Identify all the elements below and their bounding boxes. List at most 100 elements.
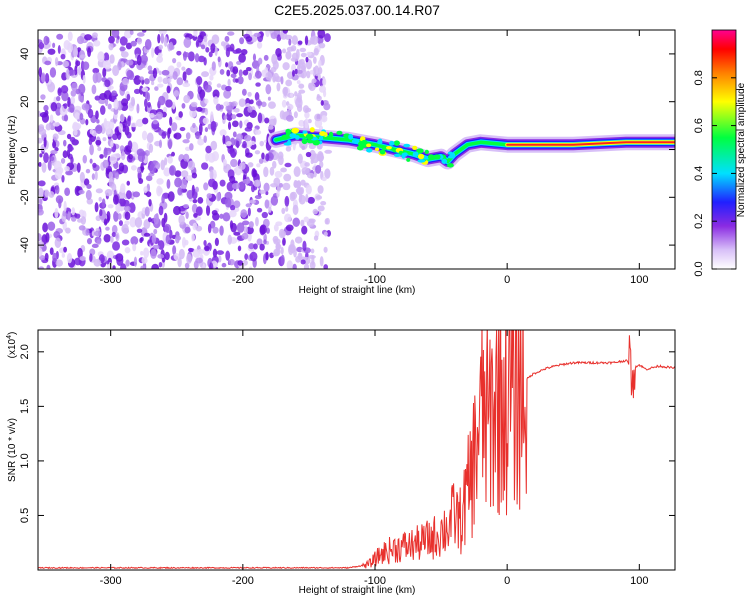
noise-speck [267, 96, 271, 101]
noise-speck [169, 166, 175, 176]
noise-speck [115, 253, 124, 262]
ridge-blob [305, 133, 314, 140]
noise-speck [141, 30, 147, 33]
noise-speck [52, 252, 58, 263]
noise-speck [312, 56, 317, 64]
noise-speck [119, 46, 126, 52]
noise-speck [211, 61, 216, 71]
noise-speck [107, 103, 112, 110]
noise-speck [163, 106, 168, 114]
noise-speck [77, 247, 83, 259]
ridge-blob [326, 135, 333, 140]
noise-speck [78, 83, 86, 95]
noise-speck [157, 253, 165, 259]
noise-speck [128, 202, 136, 214]
noise-speck [269, 166, 275, 176]
noise-speck [225, 62, 229, 68]
noise-speck [166, 179, 171, 189]
noise-speck [256, 207, 263, 213]
noise-speck [290, 45, 297, 52]
noise-speck [141, 87, 149, 92]
noise-speck [49, 247, 54, 256]
noise-speck [153, 213, 160, 225]
noise-speck [290, 92, 294, 98]
noise-speck [185, 132, 191, 140]
noise-speck [195, 186, 199, 193]
noise-speck [238, 53, 246, 63]
noise-speck [110, 140, 114, 148]
noise-speck [161, 131, 167, 139]
noise-speck [172, 71, 178, 80]
noise-speck [38, 162, 42, 167]
noise-speck [272, 160, 277, 169]
noise-speck [318, 125, 323, 131]
noise-speck [265, 227, 270, 234]
noise-speck [228, 258, 235, 266]
noise-speck [259, 243, 265, 251]
noise-speck [247, 207, 251, 217]
noise-speck [307, 196, 315, 204]
noise-speck [207, 81, 212, 86]
noise-speck [305, 193, 309, 203]
ridge-blob [301, 138, 308, 145]
noise-speck [232, 120, 239, 128]
noise-speck [207, 152, 216, 163]
noise-speck [179, 126, 186, 132]
noise-speck [86, 237, 93, 245]
noise-speck [118, 123, 124, 133]
noise-speck [318, 42, 326, 49]
noise-speck [57, 45, 61, 54]
noise-speck [82, 154, 88, 164]
noise-speck [200, 91, 204, 102]
noise-speck [52, 122, 60, 127]
noise-speck [192, 248, 201, 258]
noise-speck [306, 51, 312, 56]
noise-speck [293, 166, 301, 178]
noise-speck [65, 170, 73, 176]
noise-speck [38, 66, 43, 78]
noise-speck [123, 205, 131, 212]
noise-speck [282, 237, 286, 246]
noise-speck [225, 85, 232, 92]
noise-speck [85, 228, 90, 236]
noise-speck [282, 62, 290, 71]
noise-speck [139, 76, 144, 81]
noise-speck [144, 90, 149, 100]
noise-speck [93, 39, 101, 47]
noise-speck [158, 95, 166, 106]
figure-title: C2E5.2025.037.00.14.R07 [274, 2, 440, 18]
noise-speck [103, 118, 108, 129]
noise-speck [82, 74, 86, 84]
noise-speck [300, 179, 306, 186]
noise-speck [288, 38, 292, 46]
noise-speck [151, 80, 155, 86]
noise-speck [191, 233, 196, 242]
x-tick-label: 100 [630, 274, 648, 286]
noise-speck [120, 114, 124, 122]
noise-speck [62, 60, 70, 68]
noise-speck [235, 139, 240, 149]
spectrogram-xlabel: Height of straight line (km) [299, 285, 416, 296]
noise-speck [95, 110, 99, 120]
noise-speck [292, 263, 297, 269]
noise-speck [64, 187, 71, 197]
noise-speck [163, 36, 168, 47]
noise-speck [99, 154, 104, 159]
noise-speck [73, 46, 78, 57]
noise-speck [140, 265, 146, 269]
noise-speck [82, 61, 90, 70]
noise-speck [285, 115, 294, 122]
snr-multiplier: (x104) [6, 332, 18, 359]
noise-speck [201, 71, 209, 78]
noise-speck [144, 39, 152, 50]
ridge-blob [433, 154, 441, 160]
noise-speck [149, 163, 157, 174]
noise-speck [140, 54, 148, 64]
noise-speck [308, 143, 316, 150]
noise-speck [225, 140, 232, 147]
noise-speck [215, 103, 222, 111]
noise-speck [141, 257, 148, 264]
noise-speck [167, 139, 173, 150]
y-tick-label: 2.0 [19, 344, 31, 359]
noise-speck [136, 37, 143, 45]
